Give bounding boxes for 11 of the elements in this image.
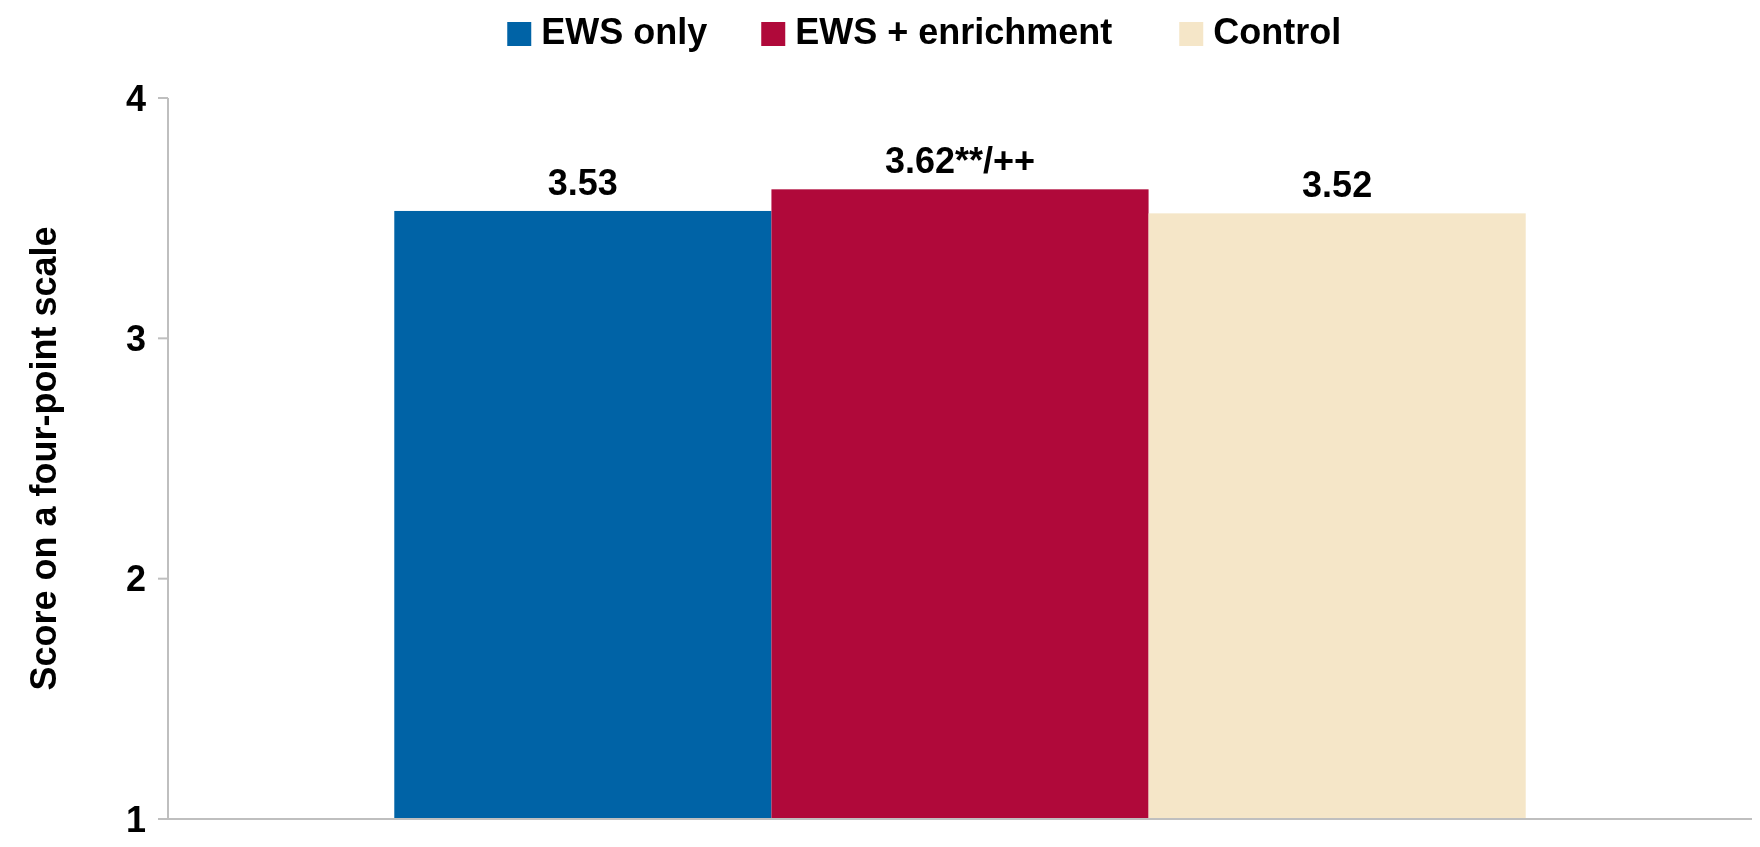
y-axis-title: Score on a four-point scale <box>23 226 64 691</box>
data-label: 3.53 <box>547 161 618 203</box>
data-label: 3.62**/++ <box>884 140 1036 182</box>
legend-label: EWS + enrichment <box>795 11 1113 52</box>
data-label: 3.52 <box>1302 164 1373 206</box>
legend-label: EWS only <box>541 11 708 52</box>
y-tick-label: 1 <box>125 798 146 840</box>
y-tick-label: 4 <box>125 77 146 119</box>
y-tick-label: 3 <box>125 317 146 359</box>
y-tick-label: 2 <box>125 558 146 600</box>
legend-label: Control <box>1213 11 1342 52</box>
